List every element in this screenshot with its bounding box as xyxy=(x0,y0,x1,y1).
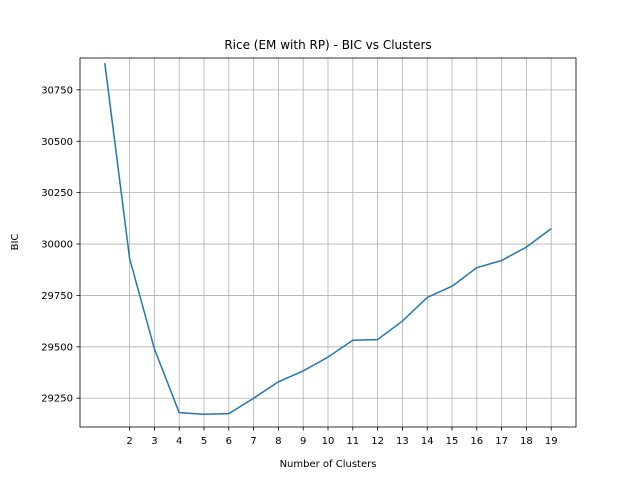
grid xyxy=(80,58,576,427)
y-tick-label: 30000 xyxy=(41,240,73,251)
x-tick-label: 11 xyxy=(346,436,359,447)
x-tick-label: 10 xyxy=(322,436,335,447)
x-tick-label: 8 xyxy=(275,436,281,447)
x-tick-label: 19 xyxy=(545,436,558,447)
y-tick-label: 29750 xyxy=(41,291,73,302)
x-tick-label: 4 xyxy=(176,436,182,447)
y-axis: 29250 29500 29750 30000 30250 30500 30750 xyxy=(41,85,80,405)
x-tick-label: 15 xyxy=(446,436,459,447)
y-tick-label: 29250 xyxy=(41,394,73,405)
x-tick-label: 14 xyxy=(421,436,434,447)
x-tick-label: 13 xyxy=(396,436,409,447)
y-tick-label: 30250 xyxy=(41,188,73,199)
x-tick-label: 18 xyxy=(520,436,533,447)
y-tick-label: 30750 xyxy=(41,85,73,96)
x-tick-label: 9 xyxy=(300,436,306,447)
x-axis: 2 3 4 5 6 7 8 9 10 11 12 13 14 15 16 17 18 19 xyxy=(126,427,558,447)
x-tick-label: 6 xyxy=(226,436,232,447)
x-tick-label: 2 xyxy=(126,436,132,447)
chart-title: Rice (EM with RP) - BIC vs Clusters xyxy=(224,38,431,52)
x-tick-label: 12 xyxy=(371,436,384,447)
series-layer xyxy=(104,63,552,416)
y-tick-label: 29500 xyxy=(41,342,73,353)
x-tick-label: 17 xyxy=(495,436,508,447)
y-axis-label: BIC xyxy=(10,234,21,251)
x-axis-label: Number of Clusters xyxy=(280,459,377,470)
series-line-bic xyxy=(104,63,552,416)
x-tick-label: 3 xyxy=(151,436,157,447)
x-tick-label: 5 xyxy=(201,436,207,447)
x-tick-label: 7 xyxy=(250,436,256,447)
y-tick-label: 30500 xyxy=(41,137,73,148)
x-tick-label: 16 xyxy=(470,436,483,447)
